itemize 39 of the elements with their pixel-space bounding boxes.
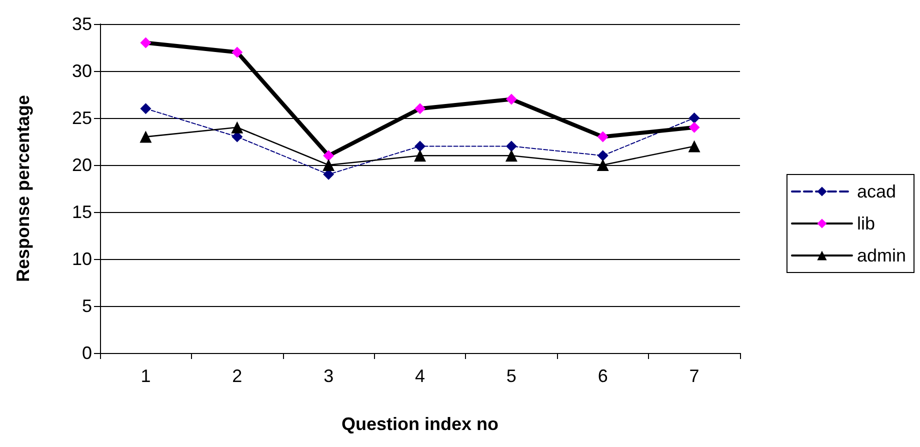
point [505,150,518,162]
point [140,37,152,48]
x-tick-label: 5 [506,366,516,386]
point [688,140,700,152]
y-tick-label: 15 [72,202,92,222]
y-tick-label: 35 [72,14,92,34]
point [414,150,426,162]
point [688,122,700,133]
y-tick-label: 20 [72,155,92,175]
legend-label: lib [856,214,875,234]
x-tick-label: 7 [689,366,700,386]
legend-label: admin [856,246,906,266]
legend-label: acad [856,182,896,202]
point [140,103,152,114]
y-tick-label: 30 [72,61,92,81]
point [688,112,700,124]
point [597,131,608,142]
y-axis-title: Response percentage [13,94,33,282]
point [596,159,609,171]
point [414,140,426,152]
y-tick-label: 10 [72,249,92,269]
x-tick-label: 4 [414,366,426,386]
point [506,94,517,105]
y-tick-label: 0 [82,343,92,363]
y-tick-label: 25 [72,108,92,128]
x-axis-title: Question index no [341,414,499,434]
point [322,159,335,171]
point [506,140,517,152]
x-tick-label: 3 [324,366,334,386]
point [231,121,244,134]
x-tick-label: 6 [598,366,608,386]
x-tick-label: 2 [232,366,242,386]
point [597,150,608,162]
point [323,150,334,162]
y-tick-label: 5 [82,296,92,316]
point [232,46,243,58]
x-tick-label: 1 [140,366,151,386]
point [140,130,152,143]
point [414,103,426,114]
